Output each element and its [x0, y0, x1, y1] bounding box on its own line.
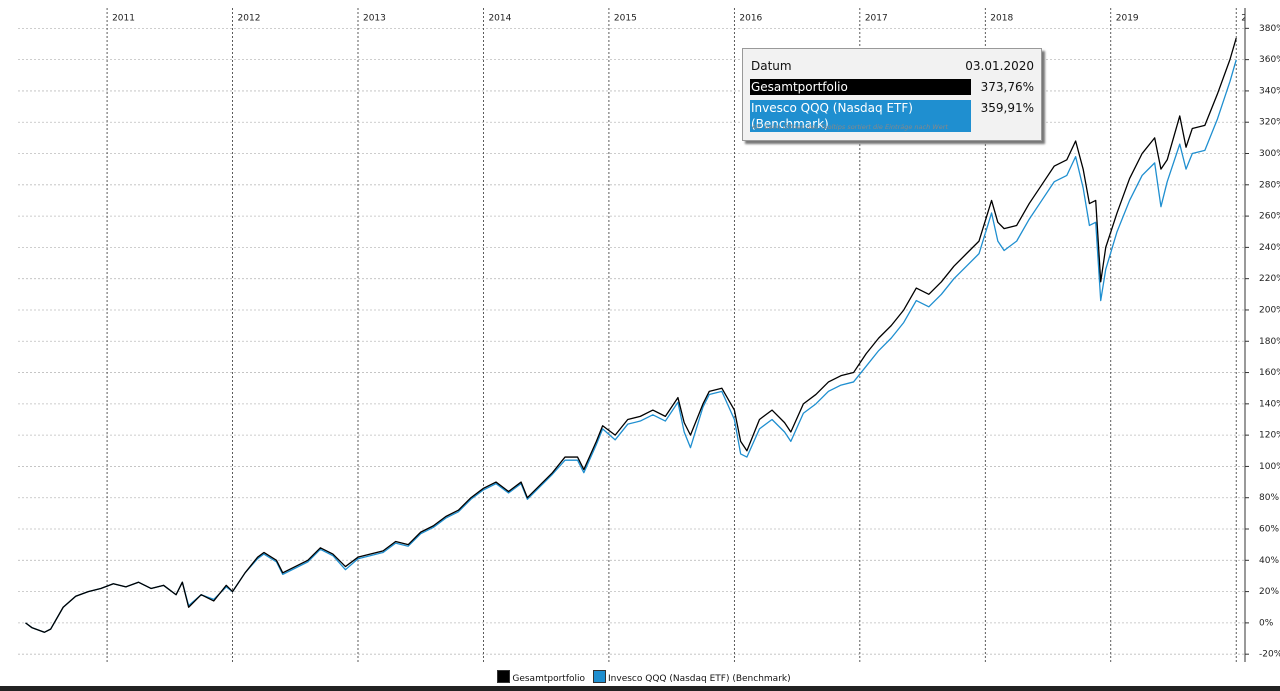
tooltip-value: 373,76%	[980, 80, 1034, 94]
y-tick-label: 100%	[1259, 462, 1280, 472]
series-line	[25, 59, 1237, 633]
tooltip-label: Datum	[751, 59, 792, 73]
y-axis: -20% 0% 20% 40% 60% 80% 100% 120% 140% 160% 180% 20…	[1244, 8, 1280, 662]
y-tick-label: 200%	[1259, 305, 1280, 315]
y-tick-label: 60%	[1259, 525, 1279, 535]
legend-swatch	[497, 670, 511, 683]
tooltip-row: Gesamtportfolio 373,76%	[750, 79, 1034, 95]
legend-label: Invesco QQQ (Nasdaq ETF) (Benchmark)	[608, 674, 791, 684]
y-tick-label: 120%	[1259, 431, 1280, 441]
x-tick-label: 2017	[865, 14, 888, 24]
tooltip-row: Invesco QQQ (Nasdaq ETF) (Benchmark) 359…	[750, 100, 1034, 132]
status-bar	[0, 686, 1280, 691]
tooltip: Datum 03.01.2020 Gesamtportfolio 373,76%…	[742, 48, 1042, 141]
y-tick-label: 340%	[1259, 86, 1280, 96]
tooltip-value: 359,91%	[980, 101, 1034, 115]
x-tick-label: 2019	[1116, 14, 1139, 24]
tooltip-header: Datum 03.01.2020	[750, 58, 1034, 74]
x-tick-label: 2015	[614, 14, 637, 24]
x-tick-label: 2020	[1241, 14, 1264, 24]
tooltip-value: 03.01.2020	[965, 59, 1034, 73]
x-tick-label: 2011	[112, 14, 135, 24]
y-tick-label: 140%	[1259, 399, 1280, 409]
y-tick-label: 360%	[1259, 55, 1280, 65]
tooltip-label: Invesco QQQ (Nasdaq ETF) (Benchmark)	[750, 100, 971, 132]
chart: 2011 2012 2013 2014 2015 2016 2017 2018 2019 2020…	[18, 8, 1280, 662]
x-tick-label: 2013	[363, 14, 386, 24]
legend: Gesamtportfolio Invesco QQQ (Nasdaq ETF) …	[0, 670, 1280, 684]
y-tick-label: -20%	[1259, 650, 1280, 660]
y-tick-label: 20%	[1259, 587, 1279, 597]
y-tick-label: 260%	[1259, 212, 1280, 222]
y-tick-label: 0%	[1259, 618, 1274, 628]
y-tick-label: 280%	[1259, 180, 1280, 190]
x-tick-label: 2014	[488, 14, 511, 24]
grid	[18, 27, 1245, 655]
y-tick-label: 180%	[1259, 337, 1280, 347]
series-line	[25, 37, 1237, 633]
x-axis: 2011 2012 2013 2014 2015 2016 2017 2018 2019 2020	[106, 8, 1264, 662]
y-tick-label: 240%	[1259, 243, 1280, 253]
y-tick-label: 380%	[1259, 24, 1280, 34]
legend-label: Gesamtportfolio	[512, 674, 586, 684]
tooltip-note: 'Alt' beim Öffnen des Tooltips sortiert …	[750, 123, 948, 131]
x-tick-label: 2012	[238, 14, 261, 24]
legend-swatch	[593, 670, 607, 683]
plot	[25, 37, 1237, 633]
y-tick-label: 160%	[1259, 368, 1280, 378]
y-tick-label: 40%	[1259, 556, 1279, 566]
y-tick-label: 220%	[1259, 274, 1280, 284]
y-tick-label: 300%	[1259, 149, 1280, 159]
x-tick-label: 2018	[990, 14, 1013, 24]
x-tick-label: 2016	[739, 14, 762, 24]
y-tick-label: 80%	[1259, 493, 1279, 503]
y-tick-label: 320%	[1259, 118, 1280, 128]
tooltip-label: Gesamtportfolio	[750, 79, 971, 95]
